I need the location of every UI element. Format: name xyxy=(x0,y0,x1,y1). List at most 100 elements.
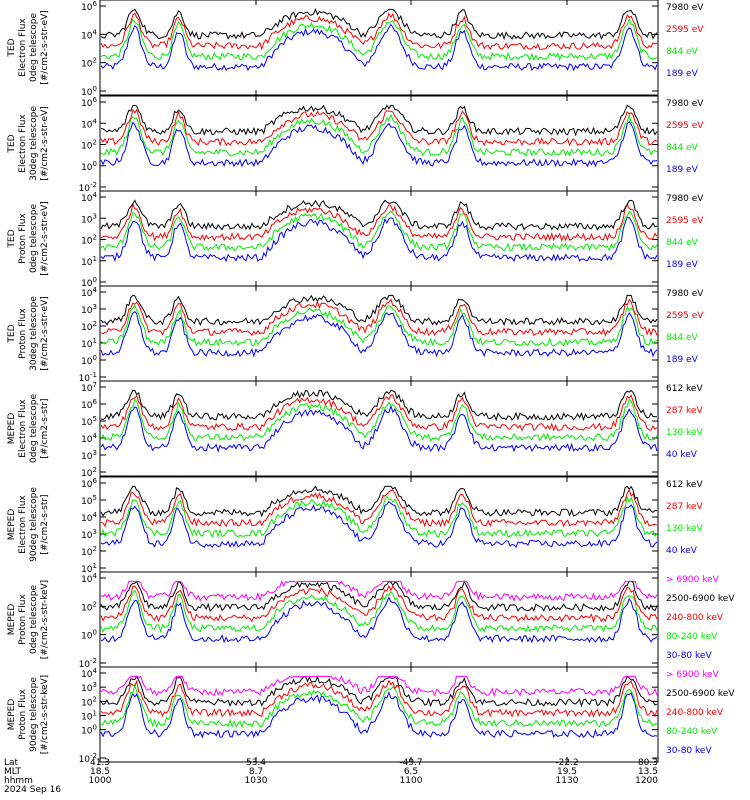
y-tick-label: 105 xyxy=(81,494,97,507)
y-tick-label: 104 xyxy=(81,286,97,299)
y-tick-label: 104 xyxy=(81,511,97,524)
y-tick-label: 100 xyxy=(81,354,97,367)
legend-entry: 2500-6900 keV xyxy=(666,689,735,699)
y-tick-label: 100 xyxy=(81,85,97,98)
y-tick-label: 106 xyxy=(81,96,97,109)
legend-entry: 80-240 keV xyxy=(666,727,718,737)
legend-entry: 2500-6900 keV xyxy=(666,594,735,604)
y-tick-label: 104 xyxy=(81,191,97,204)
x-tick-label: 1000 xyxy=(89,776,112,786)
y-tick-label: 102 xyxy=(81,139,97,152)
x-tick-label: 1030 xyxy=(245,776,268,786)
legend-entry: 7980 eV xyxy=(666,289,704,299)
x-tick-label: 13.5 xyxy=(638,767,658,777)
legend-entry: 7980 eV xyxy=(666,3,704,13)
y-axis-label: 0deg telescope xyxy=(29,204,39,274)
y-axis-label: MEPED xyxy=(7,509,17,541)
series-line xyxy=(100,485,658,518)
panel-frame xyxy=(99,190,659,287)
legend-entry: 844 eV xyxy=(666,238,699,248)
y-tick-label: 103 xyxy=(81,528,97,541)
series-line xyxy=(100,304,658,347)
y-tick-label: 101 xyxy=(81,255,97,268)
legend-entry: 7980 eV xyxy=(666,99,704,109)
panel-frame xyxy=(99,95,659,192)
y-axis-label: Electron Flux xyxy=(18,399,28,458)
y-tick-label: 105 xyxy=(81,415,97,428)
y-tick-label: 106 xyxy=(81,0,97,13)
y-tick-label: 102 xyxy=(81,320,97,333)
y-tick-label: 102 xyxy=(81,545,97,558)
y-axis-label: 30deg telescope xyxy=(29,296,39,371)
x-tick-label: 1200 xyxy=(635,776,658,786)
x-row-label: MLT xyxy=(4,767,22,777)
series-line xyxy=(100,310,658,358)
series-line xyxy=(100,589,658,634)
y-axis-label: 90deg telescope xyxy=(29,487,39,562)
y-tick-label: 104 xyxy=(81,667,97,680)
y-tick-label: 10-2 xyxy=(79,657,97,670)
series-line xyxy=(100,584,658,624)
legend-entry: 287 keV xyxy=(666,406,703,416)
series-line xyxy=(100,675,658,708)
y-axis-label: [#/cm2-s-str] xyxy=(40,494,50,554)
y-axis-label: [#/cm2-s-str-eV] xyxy=(40,201,50,276)
legend-entry: 30-80 keV xyxy=(666,651,712,661)
y-axis-label: 0deg telescope xyxy=(29,585,39,655)
legend-entry: 240-800 keV xyxy=(666,613,724,623)
legend-entry: 189 eV xyxy=(666,260,699,270)
panel-0: 100 102 104 106 TED Electron Flux 0deg telesco… xyxy=(7,0,704,98)
x-tick-label: -49.7 xyxy=(399,758,422,768)
series-line xyxy=(100,691,658,739)
panel-2: 100 101 102 103 104 TED Proton Flux 0deg telesc… xyxy=(7,190,704,289)
x-row-label: hhmm xyxy=(4,776,33,786)
y-axis-label: TED xyxy=(7,38,17,57)
y-axis-label: TED xyxy=(7,134,17,153)
series-line xyxy=(100,394,658,432)
y-tick-label: 102 xyxy=(81,57,97,70)
x-tick-label: -22.2 xyxy=(555,758,578,768)
y-tick-label: 100 xyxy=(81,160,97,173)
y-tick-label: 10-2 xyxy=(79,181,97,194)
y-axis-label: Electron Flux xyxy=(18,495,28,554)
legend-entry: 612 keV xyxy=(666,480,703,490)
series-line xyxy=(100,12,658,51)
series-line xyxy=(100,596,658,644)
x-tick-label: 41.3 xyxy=(90,758,110,768)
y-tick-label: 104 xyxy=(81,28,97,41)
y-axis-label: [#/cm2-s-str-eV] xyxy=(40,106,50,181)
y-axis-label: Proton Flux xyxy=(18,308,28,359)
y-axis-label: [#/cm2-s-str-keV] xyxy=(40,580,50,659)
y-tick-label: 10-2 xyxy=(79,752,97,765)
series-line xyxy=(100,398,658,442)
y-tick-label: 100 xyxy=(81,276,97,289)
y-tick-label: 101 xyxy=(81,337,97,350)
series-line xyxy=(100,112,658,157)
series-line xyxy=(100,580,658,603)
y-axis-label: 0deg telescope xyxy=(29,394,39,464)
legend-entry: 844 eV xyxy=(666,143,699,153)
y-axis-label: [#/cm2-s-str-eV] xyxy=(40,10,50,85)
panel-3: 10-1 100 101 102 103 104 TED Proton Flux 30deg t… xyxy=(7,285,704,384)
legend-entry: 40 keV xyxy=(666,546,698,556)
y-tick-label: 100 xyxy=(81,629,97,642)
y-tick-label: 100 xyxy=(81,724,97,737)
x-tick-label: 18.5 xyxy=(90,767,110,777)
series-line xyxy=(100,210,658,252)
legend-entry: 189 eV xyxy=(666,165,699,175)
legend-entry: 240-800 keV xyxy=(666,708,724,718)
series-line xyxy=(100,294,658,327)
legend-entry: 189 eV xyxy=(666,69,699,79)
series-line xyxy=(100,23,658,72)
x-tick-label: 8.7 xyxy=(249,767,263,777)
y-tick-label: 102 xyxy=(81,466,97,479)
panel-frame xyxy=(99,285,659,382)
legend-entry: 130 keV xyxy=(666,524,703,534)
y-axis-label: MEPED xyxy=(7,413,17,445)
series-line xyxy=(100,683,658,729)
y-tick-label: 106 xyxy=(81,477,97,490)
series-line xyxy=(100,8,658,41)
y-axis-label: TED xyxy=(7,324,17,343)
